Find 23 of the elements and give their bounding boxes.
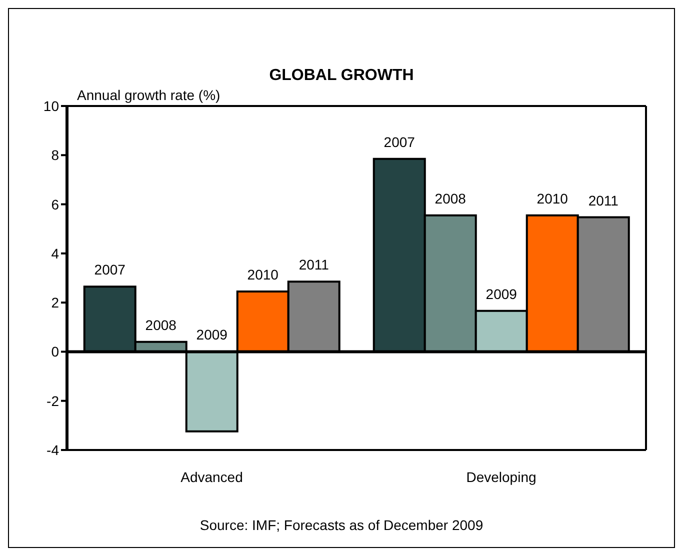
series-label: 2010: [247, 266, 279, 283]
chart-title: GLOBAL GROWTH: [268, 67, 415, 85]
y-tick-label: 6: [51, 196, 60, 212]
series-label: 2008: [145, 316, 177, 333]
x-tick-label: Developing: [466, 468, 536, 485]
text: 2009: [486, 286, 517, 302]
text: 2008: [434, 190, 466, 206]
series-label: 2011: [298, 256, 330, 273]
y-tick-label: -4: [46, 442, 60, 458]
y-axis-title: Annual growth rate (%): [77, 87, 220, 103]
y-tick-label: 4: [51, 245, 60, 262]
series-label: 2007: [94, 262, 126, 278]
text: 2011: [588, 192, 618, 208]
x-tick-label: Advanced: [180, 468, 243, 485]
text: 2007: [384, 134, 415, 150]
y-tick-label: -2: [46, 392, 60, 409]
series-label: 2009: [196, 326, 228, 343]
y-tick-label: 2: [51, 294, 60, 311]
text: 2010: [536, 190, 568, 206]
source-note: Source: IMF; Forecasts as of December 2009: [198, 517, 484, 533]
y-tick-label: 8: [51, 147, 60, 164]
y-tick-label: 10: [43, 98, 60, 114]
y-tick-label: 0: [51, 344, 60, 360]
